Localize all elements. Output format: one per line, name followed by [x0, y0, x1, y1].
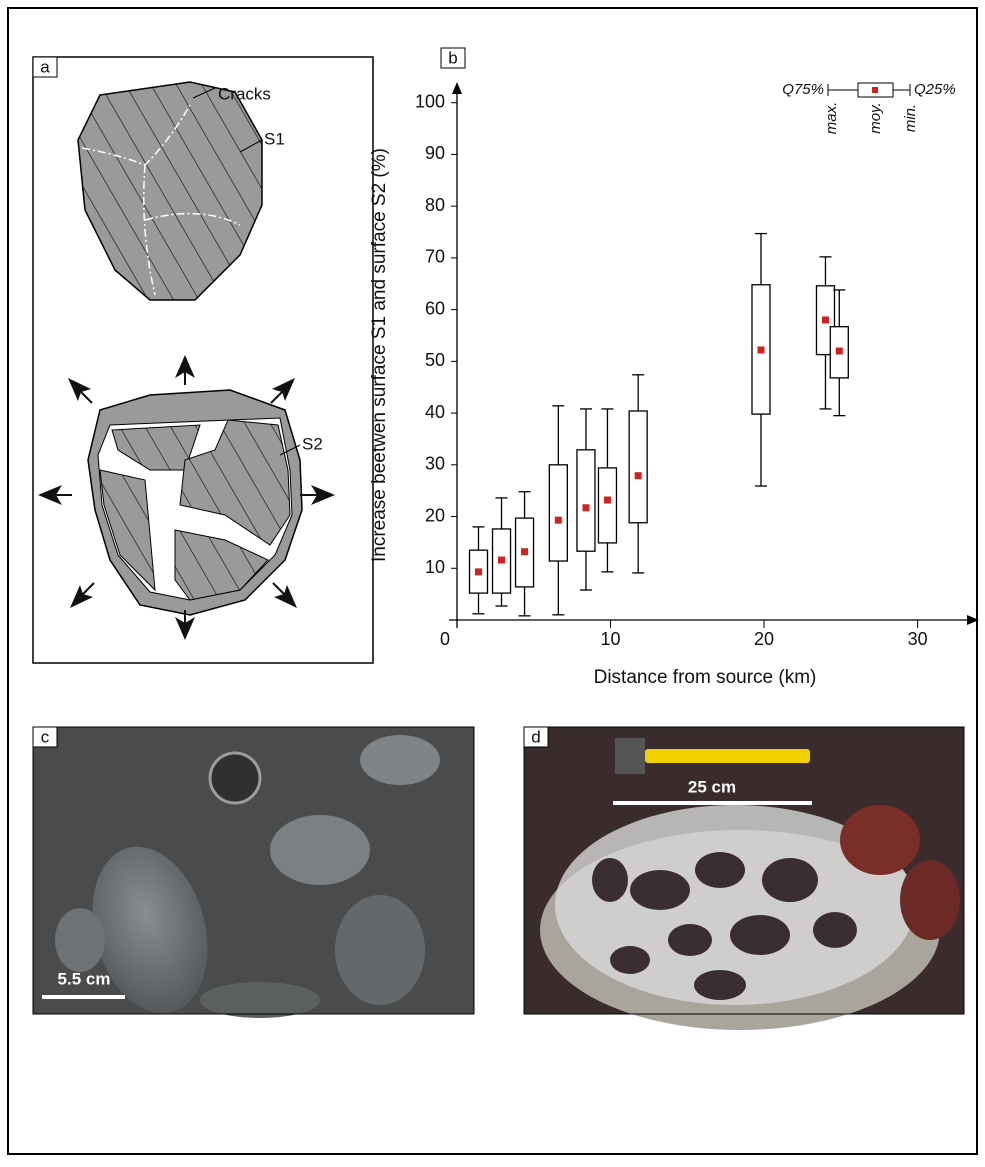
lens-cap — [210, 753, 260, 803]
box — [549, 465, 567, 561]
box — [577, 450, 595, 551]
panel-label: d — [531, 727, 540, 746]
mean-marker — [475, 568, 482, 575]
mean-marker — [635, 472, 642, 479]
legend-label: min. — [902, 104, 919, 132]
y-tick-label: 90 — [425, 143, 445, 163]
y-tick-label: 30 — [425, 454, 445, 474]
mean-marker — [582, 504, 589, 511]
rock — [200, 982, 320, 1018]
mean-marker — [822, 316, 829, 323]
y-tick-label: 10 — [425, 557, 445, 577]
x-axis-label: Distance from source (km) — [594, 667, 817, 688]
x-tick-label: 10 — [601, 629, 621, 649]
y-tick-label: 80 — [425, 195, 445, 215]
y-tick-label: 40 — [425, 402, 445, 422]
rock — [360, 735, 440, 785]
annotation: S2 — [302, 434, 323, 453]
scale-label: 5.5 cm — [58, 969, 111, 988]
panel-label: a — [40, 57, 50, 76]
hammer-head — [615, 738, 645, 774]
x-tick-label: 30 — [908, 629, 928, 649]
scale-label: 25 cm — [688, 777, 736, 796]
y-tick-label: 100 — [415, 91, 445, 111]
panel-d: d 25 cm — [524, 727, 964, 1030]
panel-label: c — [41, 727, 50, 746]
panel-a: a Cracks S1 S2 — [33, 57, 373, 663]
mean-marker — [757, 346, 764, 353]
mean-marker — [836, 348, 843, 355]
y-axis-label: Increase beetwen surface S1 and surface … — [369, 148, 390, 562]
red-clast — [900, 860, 960, 940]
legend-label: Q75% — [782, 81, 824, 98]
panel-label: b — [448, 48, 457, 67]
box — [598, 468, 616, 543]
hammer-handle — [645, 749, 810, 763]
red-clast — [840, 805, 920, 875]
x-tick-label: 0 — [440, 629, 450, 649]
annotation: S1 — [264, 129, 285, 148]
mean-marker — [521, 548, 528, 555]
annotation: Cracks — [218, 84, 271, 103]
y-tick-label: 20 — [425, 505, 445, 525]
legend-mean — [872, 87, 878, 93]
y-tick-label: 50 — [425, 350, 445, 370]
figure: a Cracks S1 S2 b Distance from source (k… — [0, 0, 985, 1162]
legend-label: Q25% — [914, 81, 956, 98]
mean-marker — [555, 517, 562, 524]
mean-marker — [604, 496, 611, 503]
legend-label: max. — [823, 102, 840, 135]
panel-c: c 5.5 cm — [33, 727, 474, 1026]
mean-marker — [498, 556, 505, 563]
rock — [55, 908, 105, 972]
x-tick-label: 20 — [754, 629, 774, 649]
rock — [335, 895, 425, 1005]
legend-label: moy. — [867, 102, 884, 133]
rock — [270, 815, 370, 885]
y-tick-label: 70 — [425, 247, 445, 267]
y-tick-label: 60 — [425, 298, 445, 318]
box — [629, 411, 647, 523]
